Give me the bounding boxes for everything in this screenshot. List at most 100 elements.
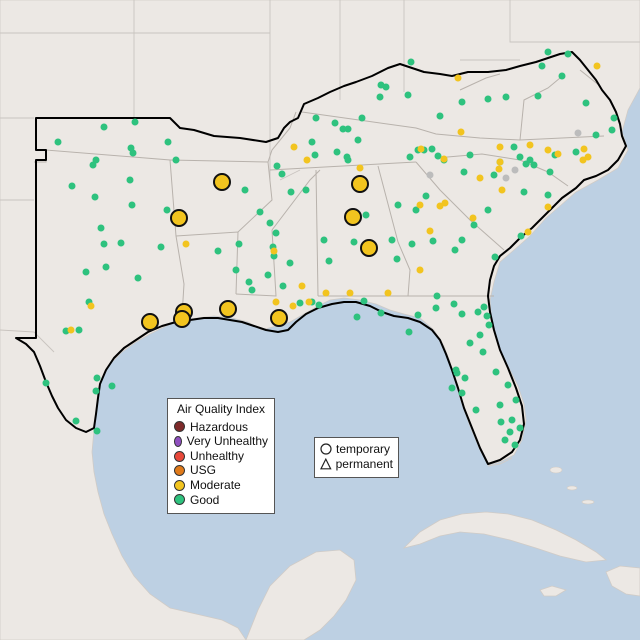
sensor-good[interactable]	[436, 112, 444, 120]
sensor-good[interactable]	[354, 136, 362, 144]
sensor-good[interactable]	[91, 193, 99, 201]
sensor-good[interactable]	[264, 271, 272, 279]
sensor-good[interactable]	[266, 219, 274, 227]
sensor-good[interactable]	[245, 278, 253, 286]
sensor-good[interactable]	[511, 441, 519, 449]
temporary-monitor-moderate[interactable]	[351, 175, 369, 193]
sensor-good[interactable]	[450, 300, 458, 308]
sensor-good[interactable]	[248, 286, 256, 294]
sensor-good[interactable]	[564, 50, 572, 58]
sensor-good[interactable]	[544, 48, 552, 56]
sensor-good[interactable]	[117, 239, 125, 247]
sensor-good[interactable]	[453, 369, 461, 377]
sensor-good[interactable]	[311, 151, 319, 159]
sensor-good[interactable]	[404, 91, 412, 99]
sensor-good[interactable]	[272, 229, 280, 237]
sensor-good[interactable]	[394, 201, 402, 209]
sensor-good[interactable]	[534, 92, 542, 100]
sensor-good[interactable]	[483, 312, 491, 320]
sensor-good[interactable]	[241, 186, 249, 194]
sensor-good[interactable]	[100, 123, 108, 131]
sensor-moderate[interactable]	[289, 302, 297, 310]
sensor-good[interactable]	[448, 384, 456, 392]
sensor-good[interactable]	[414, 311, 422, 319]
sensor-good[interactable]	[474, 308, 482, 316]
sensor-good[interactable]	[100, 240, 108, 248]
sensor-good[interactable]	[129, 149, 137, 157]
sensor-good[interactable]	[344, 156, 352, 164]
sensor-good[interactable]	[128, 201, 136, 209]
sensor-good[interactable]	[302, 186, 310, 194]
sensor-good[interactable]	[458, 310, 466, 318]
temporary-monitor-moderate[interactable]	[213, 173, 231, 191]
sensor-good[interactable]	[308, 138, 316, 146]
sensor-good[interactable]	[376, 93, 384, 101]
sensor-good[interactable]	[491, 253, 499, 261]
sensor-good[interactable]	[72, 417, 80, 425]
temporary-monitor-moderate[interactable]	[360, 239, 378, 257]
sensor-good[interactable]	[592, 131, 600, 139]
sensor-good[interactable]	[434, 152, 442, 160]
sensor-good[interactable]	[287, 188, 295, 196]
sensor-moderate[interactable]	[469, 214, 477, 222]
sensor-moderate[interactable]	[298, 282, 306, 290]
temporary-monitor-moderate[interactable]	[173, 310, 191, 328]
sensor-good[interactable]	[458, 389, 466, 397]
sensor-good[interactable]	[273, 162, 281, 170]
sensor-good[interactable]	[235, 240, 243, 248]
sensor-moderate[interactable]	[436, 202, 444, 210]
sensor-moderate[interactable]	[496, 158, 504, 166]
sensor-good[interactable]	[92, 387, 100, 395]
sensor-unknown[interactable]	[574, 129, 582, 137]
sensor-moderate[interactable]	[416, 266, 424, 274]
sensor-good[interactable]	[451, 246, 459, 254]
sensor-moderate[interactable]	[526, 141, 534, 149]
sensor-moderate[interactable]	[322, 289, 330, 297]
sensor-good[interactable]	[428, 145, 436, 153]
sensor-good[interactable]	[422, 192, 430, 200]
sensor-moderate[interactable]	[182, 240, 190, 248]
sensor-moderate[interactable]	[303, 156, 311, 164]
sensor-moderate[interactable]	[417, 145, 425, 153]
sensor-good[interactable]	[353, 313, 361, 321]
sensor-good[interactable]	[214, 247, 222, 255]
temporary-monitor-moderate[interactable]	[344, 208, 362, 226]
sensor-good[interactable]	[582, 99, 590, 107]
sensor-moderate[interactable]	[593, 62, 601, 70]
sensor-good[interactable]	[54, 138, 62, 146]
sensor-good[interactable]	[75, 326, 83, 334]
sensor-good[interactable]	[312, 114, 320, 122]
sensor-good[interactable]	[608, 126, 616, 134]
sensor-good[interactable]	[406, 153, 414, 161]
sensor-good[interactable]	[172, 156, 180, 164]
sensor-good[interactable]	[278, 170, 286, 178]
sensor-moderate[interactable]	[440, 155, 448, 163]
sensor-unknown[interactable]	[426, 171, 434, 179]
sensor-good[interactable]	[126, 176, 134, 184]
sensor-good[interactable]	[157, 243, 165, 251]
temporary-monitor-moderate[interactable]	[170, 209, 188, 227]
sensor-good[interactable]	[270, 252, 278, 260]
sensor-moderate[interactable]	[554, 150, 562, 158]
sensor-good[interactable]	[93, 374, 101, 382]
sensor-moderate[interactable]	[346, 289, 354, 297]
sensor-good[interactable]	[388, 236, 396, 244]
sensor-moderate[interactable]	[454, 74, 462, 82]
sensor-good[interactable]	[485, 321, 493, 329]
sensor-moderate[interactable]	[476, 174, 484, 182]
sensor-moderate[interactable]	[584, 153, 592, 161]
sensor-good[interactable]	[82, 268, 90, 276]
sensor-moderate[interactable]	[426, 227, 434, 235]
sensor-good[interactable]	[89, 161, 97, 169]
temporary-monitor-moderate[interactable]	[270, 309, 288, 327]
sensor-good[interactable]	[331, 119, 339, 127]
sensor-good[interactable]	[520, 188, 528, 196]
sensor-moderate[interactable]	[496, 143, 504, 151]
sensor-good[interactable]	[526, 156, 534, 164]
sensor-good[interactable]	[339, 125, 347, 133]
sensor-good[interactable]	[432, 304, 440, 312]
sensor-moderate[interactable]	[544, 146, 552, 154]
sensor-good[interactable]	[407, 58, 415, 66]
sensor-good[interactable]	[377, 309, 385, 317]
sensor-good[interactable]	[286, 259, 294, 267]
